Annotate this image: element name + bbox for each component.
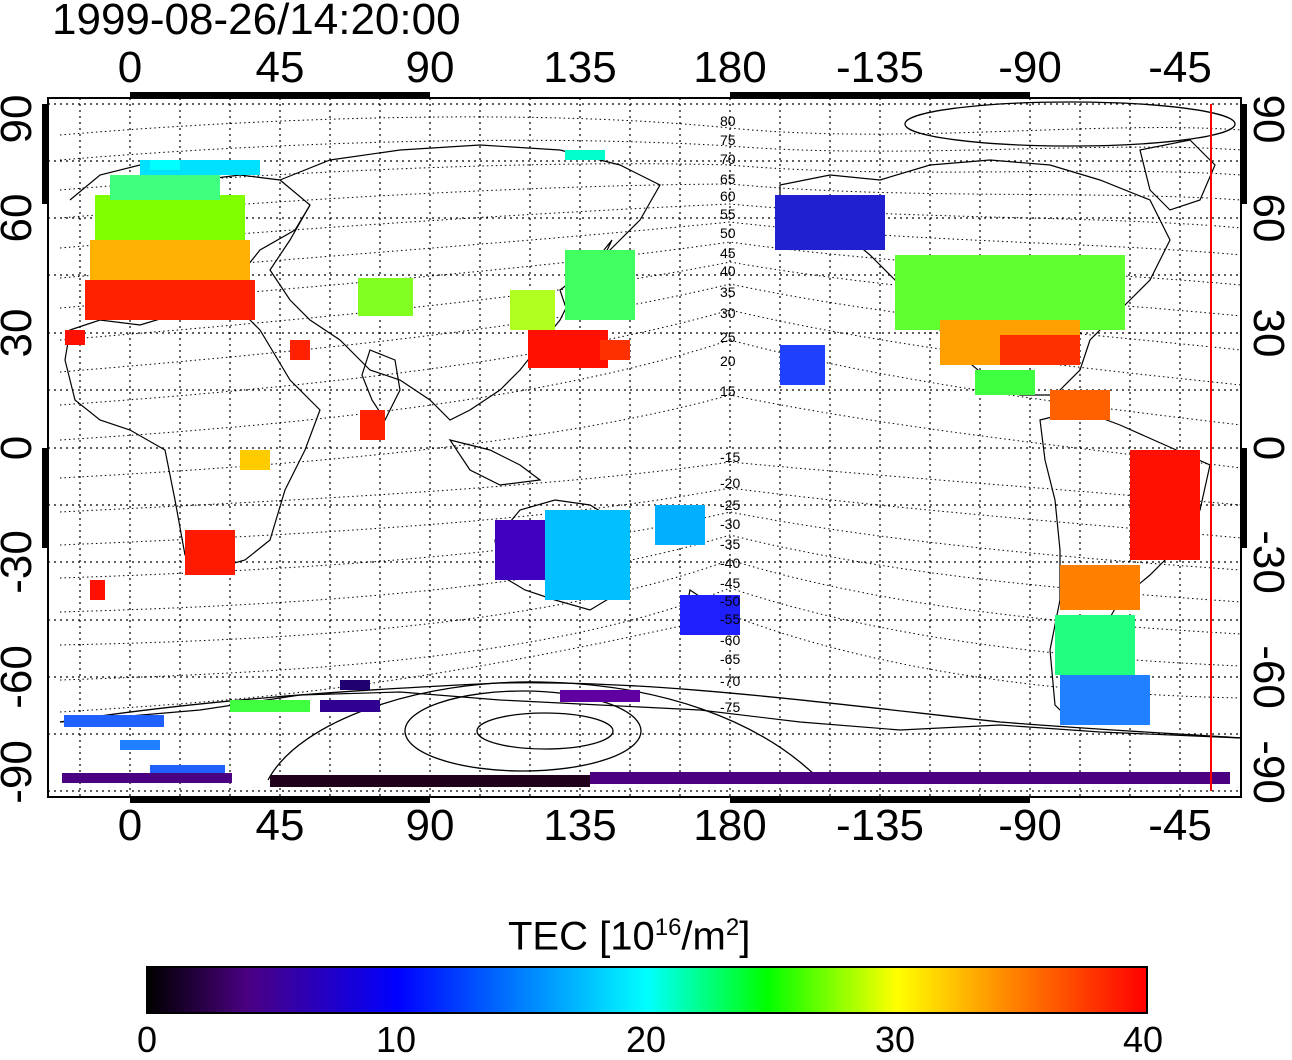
right-tick-0: 90 [1244, 94, 1292, 144]
north-america-outline [779, 159, 1171, 396]
colorbar-title-unit: /m [681, 914, 726, 959]
colorbar-title-main: TEC [10 [508, 914, 655, 959]
top-tick-6: -90 [998, 43, 1062, 92]
tec-observations [62, 150, 1230, 787]
contour-label: 25 [720, 329, 736, 345]
contour-label: 75 [720, 132, 736, 148]
asia-outline [269, 144, 661, 421]
colorbar-tick-2: 20 [625, 1019, 667, 1060]
contour-label: -15 [720, 449, 740, 465]
greenland-outline [1139, 139, 1216, 211]
contour-label: -35 [720, 536, 740, 552]
colorbar-tick-0: 0 [136, 1019, 158, 1060]
right-tick-4: -30 [1244, 530, 1292, 594]
contour-label: 50 [720, 225, 736, 241]
colorbar-tick-1: 10 [375, 1019, 417, 1060]
left-tick-2: 30 [0, 308, 41, 358]
bottom-tick-5: -135 [835, 801, 925, 850]
contour-label: 15 [720, 383, 736, 399]
contour-label: -65 [720, 651, 740, 667]
contour-label: 80 [720, 113, 736, 129]
contour-label: 30 [720, 305, 736, 321]
contour-label: 20 [720, 353, 736, 369]
axis-bars [42, 92, 1247, 803]
right-tick-6: -90 [1244, 740, 1292, 804]
south-pole-contours [59, 101, 1242, 781]
contour-label: 35 [720, 284, 736, 300]
bottom-tick-2: 90 [405, 801, 455, 850]
colorbar-tick-4: 40 [1122, 1019, 1164, 1060]
top-tick-4: 180 [693, 43, 767, 92]
bottom-tick-0: 0 [117, 801, 143, 850]
contour-label: -75 [720, 699, 740, 715]
right-tick-1: 60 [1244, 193, 1292, 243]
colorbar-tick-3: 30 [874, 1019, 916, 1060]
bottom-tick-7: -45 [1148, 801, 1212, 850]
left-tick-1: 60 [0, 193, 41, 243]
left-tick-6: -90 [0, 740, 41, 804]
top-tick-5: -135 [835, 43, 925, 92]
top-tick-2: 90 [405, 43, 455, 92]
bottom-tick-4: 180 [693, 801, 767, 850]
left-tick-0: 90 [0, 94, 41, 144]
right-tick-5: -60 [1244, 645, 1292, 709]
contour-label: -45 [720, 575, 740, 591]
contour-label: -55 [720, 611, 740, 627]
contour-label: -60 [720, 632, 740, 648]
left-tick-4: -30 [0, 530, 41, 594]
contour-label: -20 [720, 475, 740, 491]
top-tick-3: 135 [543, 43, 617, 92]
left-tick-5: -60 [0, 645, 41, 709]
colorbar-title-exp2: 2 [725, 914, 740, 941]
right-tick-3: 0 [1244, 435, 1292, 461]
contour-label: 60 [720, 188, 736, 204]
contour-label: 40 [720, 263, 736, 279]
colorbar-title-exp: 16 [654, 914, 682, 941]
contour-label: -50 [720, 593, 740, 609]
contour-label: 70 [720, 151, 736, 167]
left-tick-3: 0 [0, 436, 41, 460]
antarctica-outline [59, 691, 1242, 739]
bottom-tick-1: 45 [255, 801, 305, 850]
colorbar-title-end: ] [739, 914, 751, 959]
contour-label: -40 [720, 555, 740, 571]
right-tick-2: 30 [1244, 308, 1292, 358]
contour-label: -25 [720, 497, 740, 513]
contour-label: -30 [720, 516, 740, 532]
contour-label: 55 [720, 206, 736, 222]
colorbar-title: TEC [1016/m2] [508, 904, 750, 960]
map-title: 1999-08-26/14:20:00 [52, 0, 461, 44]
top-tick-1: 45 [255, 43, 305, 92]
colorbar [146, 966, 1148, 1014]
contour-label: 45 [720, 245, 736, 261]
top-tick-7: -45 [1148, 43, 1212, 92]
bottom-tick-6: -90 [998, 801, 1062, 850]
bottom-tick-3: 135 [543, 801, 617, 850]
contour-label: -70 [720, 673, 740, 689]
contour-label: 65 [720, 171, 736, 187]
sea-islands [448, 439, 542, 486]
top-tick-0: 0 [117, 43, 143, 92]
